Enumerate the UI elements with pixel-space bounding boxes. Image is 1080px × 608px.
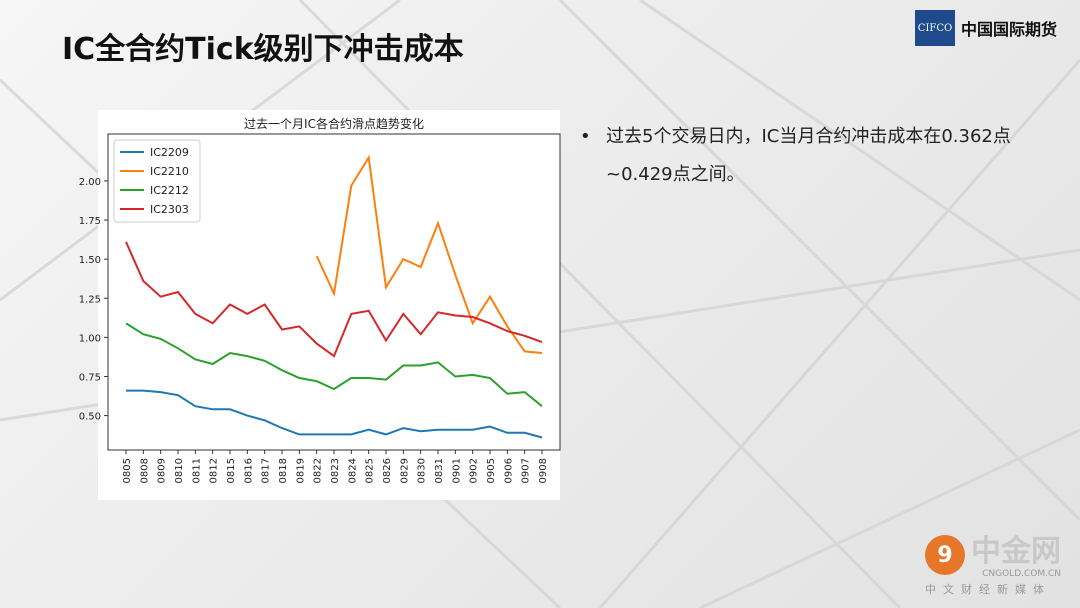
- x-tick-label: 0815: [226, 458, 237, 483]
- y-tick-label: 0.75: [79, 372, 101, 383]
- x-tick-label: 0901: [451, 458, 462, 483]
- watermark-name: 中金网: [971, 534, 1061, 569]
- slippage-chart: 过去一个月IC各合约滑点趋势变化 0805 0808 0809 0810 0811 081…: [79, 110, 561, 500]
- x-tick-label: 0818: [278, 458, 289, 483]
- x-tick-label: 0825: [365, 458, 376, 483]
- x-tick-label: 0826: [382, 458, 393, 483]
- y-tick-label: 2.00: [79, 177, 101, 188]
- y-tick-label: 1.25: [79, 294, 101, 305]
- chart-svg: 过去一个月IC各合约滑点趋势变化 0805 0808 0809 0810 0811 081…: [79, 110, 561, 500]
- watermark-subtitle: 中文财经新媒体: [925, 583, 1051, 596]
- watermark-logo-icon: 9: [925, 535, 965, 575]
- legend-label: IC2212: [150, 184, 189, 197]
- x-tick-label: 0824: [347, 458, 358, 483]
- legend-label: IC2210: [150, 165, 189, 178]
- x-tick-label: 0817: [261, 458, 272, 483]
- x-tick-label: 0808: [139, 458, 150, 483]
- x-tick-label: 0823: [330, 458, 341, 483]
- chart-title: 过去一个月IC各合约滑点趋势变化: [244, 116, 424, 131]
- y-tick-label: 0.50: [79, 412, 101, 423]
- series-line-ic2209: [126, 389, 543, 439]
- watermark: 9 中金网 CNGOLD.COM.CN 中文财经新媒体: [925, 534, 1061, 596]
- x-tick-label: 0902: [469, 458, 480, 483]
- series-line-ic2212: [125, 322, 543, 407]
- x-tick-label: 0905: [486, 458, 497, 483]
- cifco-logo-mark: CIFCO: [915, 10, 955, 46]
- x-tick-label: 0831: [434, 458, 445, 483]
- watermark-url: CNGOLD.COM.CN: [982, 569, 1061, 579]
- company-name: 中国国际期货: [961, 20, 1058, 39]
- page-title: IC全合约Tick级别下冲击成本: [62, 32, 464, 67]
- x-tick-label: 0809: [157, 458, 168, 483]
- x-tick-label: 0819: [295, 458, 306, 483]
- x-tick-label: 0822: [313, 458, 324, 483]
- x-tick-label: 0805: [122, 458, 133, 483]
- bullet-marker: •: [580, 126, 591, 147]
- x-tick-label: 0906: [503, 458, 514, 483]
- series-line-ic2303: [125, 241, 543, 358]
- company-logo: CIFCO 中国国际期货: [915, 10, 1057, 46]
- y-tick-label: 1.75: [79, 216, 101, 227]
- legend-label: IC2209: [150, 146, 189, 159]
- series-line-ic2210: [315, 154, 543, 354]
- x-tick-label: 0907: [521, 458, 532, 483]
- x-tick-label: 0830: [417, 458, 428, 483]
- x-tick-label: 0810: [174, 458, 185, 483]
- x-tick-label: 0908: [538, 458, 549, 483]
- y-tick-label: 1.50: [79, 255, 101, 266]
- x-tick-label: 0829: [399, 458, 410, 483]
- x-tick-label: 0812: [209, 458, 220, 483]
- y-tick-label: 1.00: [79, 333, 101, 344]
- legend-label: IC2303: [150, 203, 189, 216]
- legend-box: [113, 139, 201, 223]
- x-tick-label: 0816: [243, 458, 254, 483]
- bullet-text: 过去5个交易日内，IC当月合约冲击成本在0.362点~0.429点之间。: [606, 126, 1011, 185]
- x-tick-label: 0811: [191, 458, 202, 483]
